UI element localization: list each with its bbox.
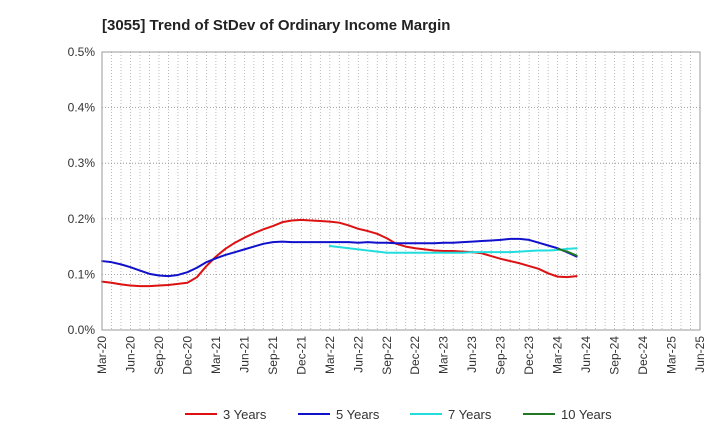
x-tick-label: Dec-22	[408, 336, 422, 375]
y-tick-label: 0.2%	[68, 212, 96, 226]
x-tick-label: Sep-20	[152, 336, 166, 375]
y-tick-label: 0.3%	[68, 156, 96, 170]
x-tick-label: Mar-20	[95, 336, 109, 374]
x-axis: Mar-20 Jun-20 Sep-20 Dec-20 Mar-21 Jun-21 Sep-…	[95, 336, 707, 375]
series-line-5-years	[101, 237, 578, 278]
chart-title: [3055] Trend of StDev of Ordinary Income…	[102, 17, 450, 34]
x-tick-label: Sep-23	[494, 336, 508, 375]
y-tick-label: 0.4%	[68, 101, 96, 115]
series-group	[101, 218, 578, 288]
x-tick-label: Mar-23	[437, 336, 451, 374]
y-tick-label: 0.5%	[68, 45, 96, 59]
x-tick-label: Mar-21	[209, 336, 223, 374]
x-tick-label: Jun-21	[237, 336, 251, 373]
y-axis: 0.0% 0.1% 0.2% 0.3% 0.4% 0.5%	[68, 45, 96, 337]
plot-area	[102, 52, 700, 330]
x-tick-label: Mar-25	[665, 336, 679, 374]
legend-label-5-years: 5 Years	[336, 407, 380, 422]
x-tick-label: Dec-24	[636, 336, 650, 375]
series-line-3-years	[101, 218, 578, 288]
x-tick-label: Jun-25	[693, 336, 707, 373]
legend-label-7-years: 7 Years	[448, 407, 492, 422]
x-tick-label: Sep-24	[608, 336, 622, 375]
x-tick-label: Sep-21	[266, 336, 280, 375]
x-tick-label: Jun-22	[351, 336, 365, 373]
x-tick-label: Jun-23	[465, 336, 479, 373]
x-tick-label: Sep-22	[380, 336, 394, 375]
y-tick-label: 0.0%	[68, 323, 96, 337]
series-line-7-years	[328, 245, 578, 254]
legend: 3 Years 5 Years 7 Years 10 Years	[185, 407, 612, 422]
x-tick-label: Jun-24	[579, 336, 593, 373]
legend-label-3-years: 3 Years	[223, 407, 267, 422]
legend-label-10-years: 10 Years	[561, 407, 612, 422]
x-tick-label: Dec-23	[522, 336, 536, 375]
x-tick-label: Dec-21	[294, 336, 308, 375]
x-tick-label: Dec-20	[180, 336, 194, 375]
x-tick-label: Jun-20	[123, 336, 137, 373]
x-tick-label: Mar-22	[323, 336, 337, 374]
plot-border	[101, 51, 701, 331]
y-tick-label: 0.1%	[68, 267, 96, 281]
x-tick-label: Mar-24	[551, 336, 565, 374]
series-line-10-years	[556, 247, 578, 257]
